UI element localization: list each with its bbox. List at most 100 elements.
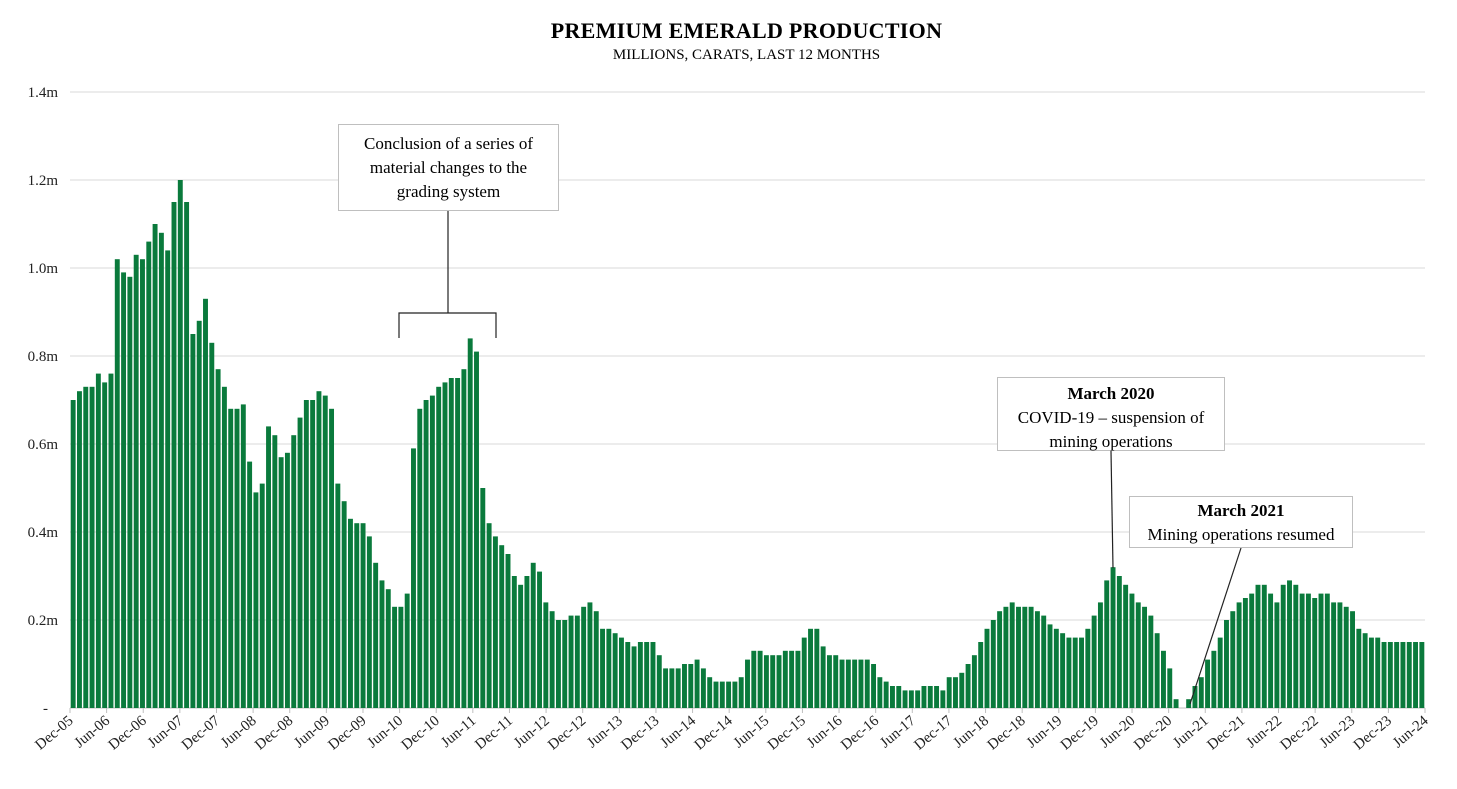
- x-tick-label: Dec-08: [252, 713, 296, 754]
- bar: [896, 686, 902, 708]
- bar: [499, 545, 505, 708]
- bar: [1085, 628, 1091, 708]
- y-tick-label: 1.0m: [28, 261, 59, 277]
- bar: [253, 492, 259, 708]
- bar: [625, 642, 631, 708]
- bar: [1350, 611, 1355, 708]
- bar: [619, 637, 624, 708]
- y-tick-label: 1.2m: [28, 173, 59, 189]
- bar: [1400, 642, 1406, 708]
- bar: [682, 664, 687, 708]
- x-tick-label: Dec-14: [692, 712, 736, 753]
- bar: [1356, 628, 1362, 708]
- bar: [1343, 606, 1349, 708]
- covid-connector: [1110, 450, 1114, 569]
- y-tick-label: -: [43, 701, 48, 717]
- x-tick-label: Jun-08: [218, 713, 260, 752]
- x-tick-label: Jun-22: [1244, 713, 1286, 752]
- y-tick-label: 0.6m: [28, 437, 59, 453]
- bar: [1280, 584, 1286, 708]
- bar: [221, 386, 227, 708]
- bar: [965, 664, 971, 708]
- bar: [1041, 615, 1047, 708]
- bar: [1192, 686, 1198, 708]
- x-tick-label: Dec-20: [1131, 713, 1175, 754]
- bar: [228, 408, 234, 708]
- bar: [656, 655, 662, 708]
- bar: [745, 659, 750, 708]
- bar: [291, 435, 297, 708]
- bar: [127, 276, 133, 708]
- bar: [1116, 576, 1122, 708]
- bar: [871, 664, 877, 708]
- bar: [354, 523, 360, 708]
- bar: [953, 677, 958, 708]
- x-tick-label: Dec-15: [765, 713, 809, 754]
- bar: [1110, 567, 1116, 708]
- x-tick-label: Dec-09: [325, 713, 369, 754]
- bar: [215, 369, 221, 708]
- bar: [1406, 642, 1412, 708]
- bar: [707, 677, 713, 708]
- bar: [978, 642, 984, 708]
- bar: [1312, 598, 1318, 708]
- bar: [152, 224, 158, 708]
- bar: [612, 633, 618, 708]
- bar: [448, 378, 454, 708]
- x-tick-label: Dec-13: [618, 713, 662, 754]
- bar: [1079, 637, 1084, 708]
- bar: [587, 602, 593, 708]
- annotation-covid-line-2: mining operations: [1049, 432, 1173, 451]
- bar: [530, 562, 536, 708]
- chart-title: PREMIUM EMERALD PRODUCTION: [550, 18, 943, 43]
- bar: [908, 690, 914, 708]
- bar: [719, 681, 725, 708]
- bar: [417, 408, 423, 708]
- bar: [1135, 602, 1141, 708]
- bar: [568, 615, 574, 708]
- x-tick-label: Jun-21: [1170, 713, 1212, 752]
- x-tick-label: Dec-05: [32, 713, 76, 754]
- bars: [70, 180, 1425, 709]
- annotation-resumed-line-1: Mining operations resumed: [1147, 525, 1335, 544]
- bar: [726, 681, 732, 708]
- x-tick-label: Dec-10: [399, 713, 443, 754]
- bar: [845, 659, 851, 708]
- bar: [455, 378, 461, 708]
- bar: [1362, 633, 1368, 708]
- bar: [543, 602, 549, 708]
- bar: [316, 391, 322, 708]
- bar: [675, 668, 681, 708]
- bar: [814, 628, 820, 708]
- x-tick-label: Jun-15: [731, 713, 773, 752]
- bar: [940, 690, 946, 708]
- bar: [492, 536, 498, 708]
- bar: [946, 677, 952, 708]
- bar: [776, 655, 782, 708]
- x-tick-label: Dec-21: [1204, 713, 1248, 754]
- bar: [146, 241, 152, 708]
- bar: [272, 435, 278, 708]
- bar: [997, 611, 1003, 708]
- x-tick-label: Dec-07: [179, 712, 223, 753]
- bar: [852, 659, 858, 708]
- annotation-covid: March 2020 COVID-19 – suspension of mini…: [997, 377, 1225, 451]
- bar: [713, 681, 719, 708]
- bar: [518, 584, 524, 708]
- bar: [373, 562, 379, 708]
- bar: [322, 395, 328, 708]
- annotation-resumed-title: March 2021: [1197, 501, 1285, 520]
- bar: [505, 554, 511, 708]
- bar: [631, 646, 637, 708]
- bar: [593, 611, 599, 708]
- x-tick-label: Jun-18: [951, 713, 993, 752]
- bar: [121, 272, 127, 708]
- bar: [1211, 650, 1217, 708]
- bar: [89, 386, 95, 708]
- bar: [341, 501, 347, 708]
- bar: [1129, 593, 1135, 708]
- bar: [801, 637, 807, 708]
- x-tick-label: Jun-24: [1390, 712, 1432, 751]
- bar: [1375, 637, 1381, 708]
- x-tick-label: Jun-23: [1317, 713, 1359, 752]
